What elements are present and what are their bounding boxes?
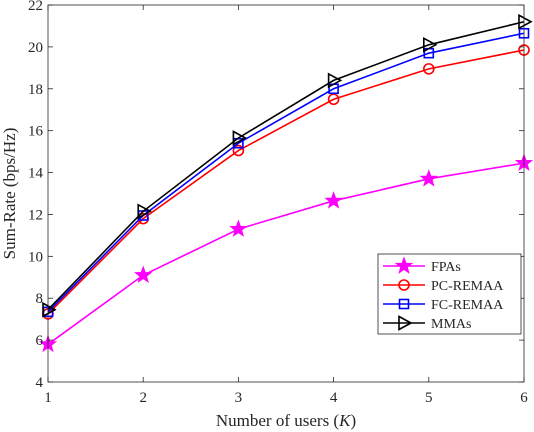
- data-point-fpas: [419, 169, 438, 187]
- data-point-pc-remaa: [232, 144, 245, 157]
- data-point-fpas: [324, 191, 343, 209]
- data-point-mmas: [42, 301, 57, 318]
- y-tick-label: 12: [28, 207, 43, 223]
- plot-area-frame: [47, 4, 525, 383]
- series-line-pc-remaa: [47, 49, 525, 315]
- data-point-fpas: [134, 265, 153, 284]
- series-mmas: [42, 13, 533, 318]
- y-tick-label: 18: [28, 82, 43, 98]
- legend-item-pc-remaa: PC-REMAA: [383, 279, 504, 294]
- y-tick-label: 8: [36, 291, 44, 307]
- y-axis-label: Sum-Rate (bps/Hz): [0, 128, 19, 260]
- x-tick-label: 6: [520, 390, 528, 406]
- legend-marker: [394, 256, 414, 274]
- legend-label: MMAs: [431, 317, 471, 332]
- x-axis-label: Number of users (K): [216, 411, 356, 430]
- legend-item-fpas: FPAs: [383, 256, 461, 275]
- legend-marker: [398, 298, 410, 310]
- x-tick-label: 5: [425, 390, 433, 406]
- data-point-mmas: [422, 36, 438, 53]
- series-line-mmas: [47, 20, 525, 311]
- data-point-mmas: [137, 203, 152, 220]
- series-line-fc-remaa: [47, 32, 525, 313]
- legend-label: FPAs: [431, 260, 461, 275]
- data-point-pc-remaa: [422, 63, 435, 75]
- data-point-mmas: [327, 72, 343, 89]
- data-point-pc-remaa: [327, 93, 340, 106]
- legend-label: PC-REMAA: [431, 279, 504, 294]
- legend: FPAs PC-REMAA FC-REMAA MMAs: [377, 253, 522, 335]
- legend-label: FC-REMAA: [431, 298, 504, 313]
- y-tick-label: 4: [36, 375, 44, 391]
- y-tick-label: 16: [28, 124, 44, 140]
- data-point-mmas: [518, 13, 533, 30]
- data-point-mmas: [232, 130, 248, 146]
- y-tick-label: 22: [28, 0, 43, 14]
- x-tick-label: 4: [330, 390, 338, 406]
- x-tick-label: 3: [235, 390, 243, 406]
- x-tick-label: 2: [139, 390, 147, 406]
- y-tick-label: 10: [28, 249, 43, 265]
- y-tick-label: 6: [36, 333, 44, 349]
- y-tick-label: 20: [28, 40, 43, 56]
- legend-items: FPAs PC-REMAA FC-REMAA MMAs: [383, 256, 504, 332]
- legend-marker: [398, 279, 410, 291]
- legend-item-fc-remaa: FC-REMAA: [383, 298, 504, 313]
- y-tick-label: 14: [28, 166, 44, 182]
- data-point-fpas: [229, 219, 248, 237]
- series-line-fpas: [47, 162, 525, 345]
- legend-marker: [398, 315, 413, 331]
- x-tick-label: 1: [44, 390, 52, 406]
- legend-item-mmas: MMAs: [383, 315, 471, 332]
